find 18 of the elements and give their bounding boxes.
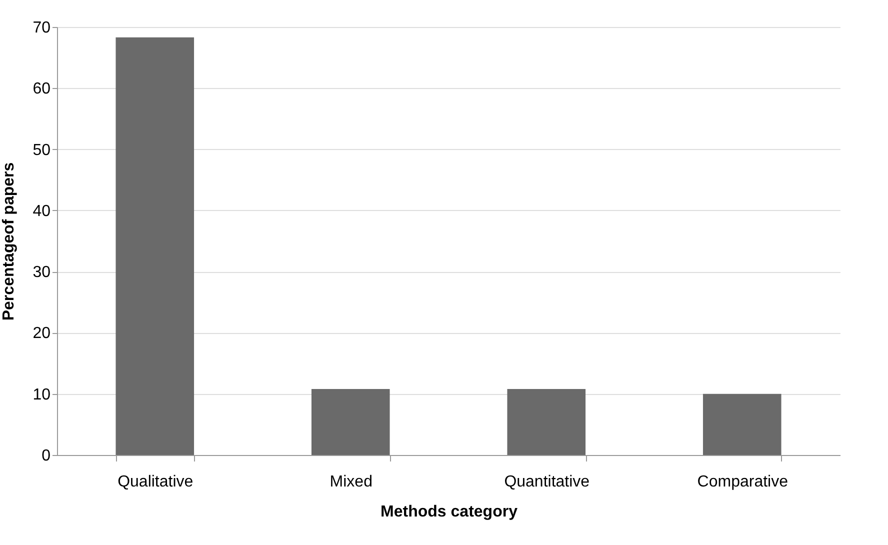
- y-tick-label: 40: [32, 202, 51, 220]
- x-tick-label: Qualitative: [118, 474, 194, 490]
- y-tick-label: 60: [32, 80, 51, 98]
- x-axis-title: Methods category: [380, 504, 518, 520]
- bar: [116, 37, 194, 455]
- bar: [311, 388, 390, 455]
- x-tick-label: Comparative: [697, 474, 788, 490]
- y-tick-label: 70: [32, 20, 51, 36]
- y-tick-label: 20: [32, 325, 51, 342]
- x-tick-label: Mixed: [330, 474, 372, 490]
- x-tick-label: Quantitative: [504, 474, 590, 490]
- y-tick-label: 30: [32, 264, 51, 282]
- bar: [702, 394, 782, 455]
- y-tick-label: 0: [42, 448, 51, 464]
- y-tick-label: 50: [32, 142, 51, 159]
- y-tick-label: 10: [32, 386, 51, 404]
- y-axis-title: Percentageof papers: [0, 162, 18, 321]
- bar: [507, 388, 586, 455]
